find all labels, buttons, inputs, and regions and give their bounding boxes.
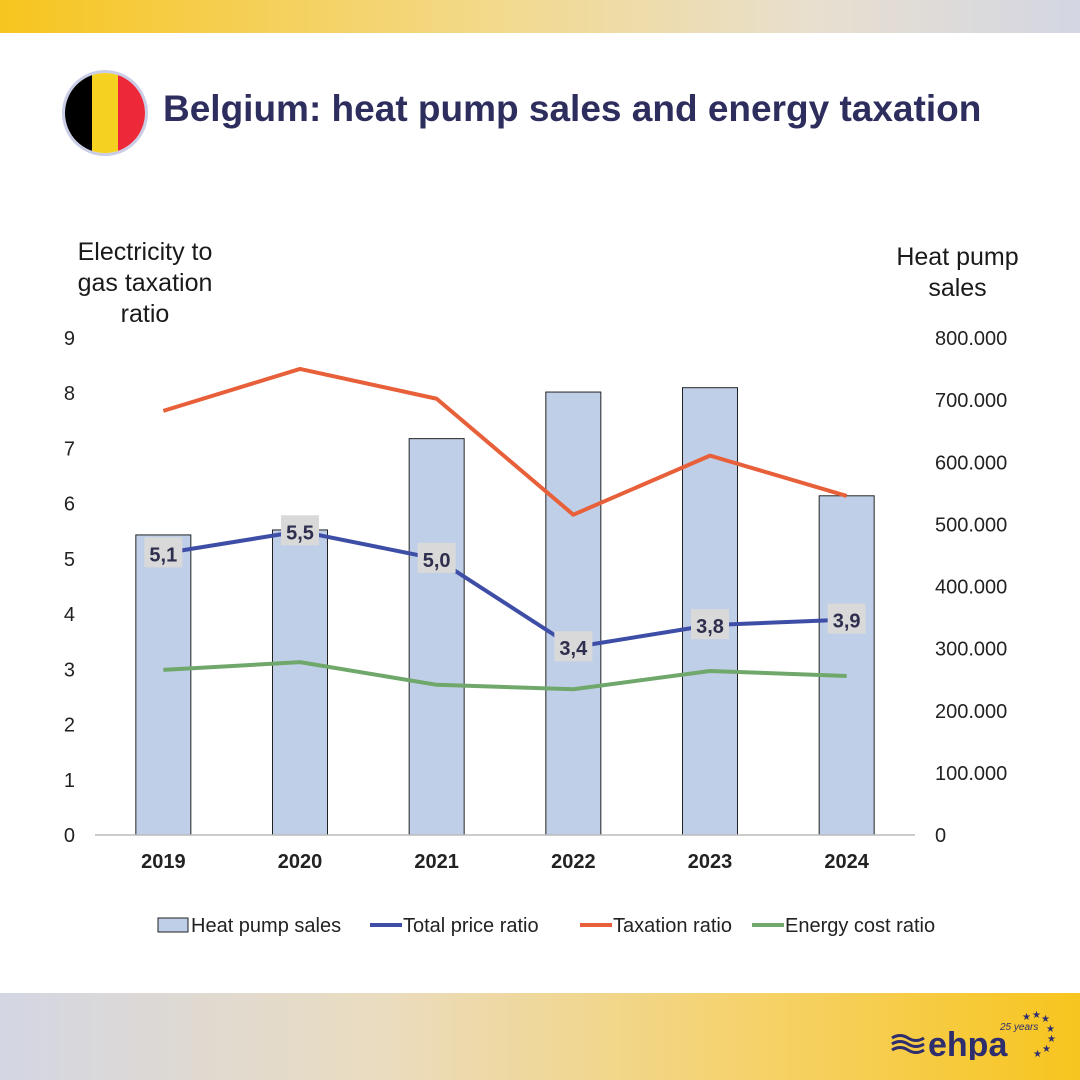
left-tick-label: 9 <box>64 328 75 350</box>
left-tick-label: 5 <box>64 549 75 571</box>
svg-text:★: ★ <box>1033 1049 1042 1060</box>
data-label-bg <box>144 537 183 568</box>
svg-text:★: ★ <box>1047 1034 1056 1045</box>
legend-swatch <box>157 917 189 933</box>
left-axis-title: Electricity to gas taxation ratio <box>77 238 213 328</box>
x-tick-label: 2024 <box>824 851 869 873</box>
x-tick-label: 2022 <box>551 851 596 873</box>
left-tick-label: 8 <box>64 383 75 405</box>
top-gradient-bar <box>0 0 1080 33</box>
bar-heat-pump-sales <box>272 529 328 836</box>
svg-text:★: ★ <box>1022 1012 1031 1023</box>
right-axis-title: Heat pump sales <box>896 243 1019 302</box>
data-label-total-price-ratio: 5,0 <box>423 550 451 572</box>
right-tick-label: 200.000 <box>935 701 1007 723</box>
data-label-total-price-ratio: 3,9 <box>833 611 861 633</box>
left-tick-label: 1 <box>64 770 75 792</box>
right-tick-label: 600.000 <box>935 452 1007 474</box>
legend-label: Total price ratio <box>403 915 539 937</box>
left-tick-label: 3 <box>64 659 75 681</box>
data-label-total-price-ratio: 5,5 <box>286 522 314 544</box>
line-total-price-ratio <box>163 529 847 650</box>
right-tick-label: 100.000 <box>935 763 1007 785</box>
ehpa-logo: ehpa 25 years ★ ★ ★ ★ ★ ★ ★ <box>890 1010 1060 1065</box>
legend-label: Heat pump sales <box>191 915 341 937</box>
line-taxation-ratio <box>162 366 848 517</box>
x-tick-label: 2023 <box>688 851 733 873</box>
svg-text:★: ★ <box>1032 1010 1041 1021</box>
svg-text:★: ★ <box>1041 1014 1050 1025</box>
right-tick-label: 500.000 <box>935 514 1007 536</box>
data-label-total-price-ratio: 3,4 <box>559 638 588 660</box>
svg-text:25 years: 25 years <box>999 1022 1038 1033</box>
right-tick-label: 400.000 <box>935 577 1007 599</box>
legend-label: Energy cost ratio <box>785 915 935 937</box>
data-label-bg <box>554 631 593 662</box>
left-tick-label: 0 <box>64 825 75 847</box>
right-tick-label: 0 <box>935 825 946 847</box>
data-label-total-price-ratio: 5,1 <box>149 544 177 566</box>
right-tick-label: 800.000 <box>935 328 1007 350</box>
left-tick-label: 2 <box>64 715 75 737</box>
data-label-bg <box>417 542 456 573</box>
line-energy-cost-ratio <box>163 660 847 692</box>
svg-text:★: ★ <box>1046 1024 1055 1035</box>
x-tick-label: 2019 <box>141 851 186 873</box>
bar-heat-pump-sales <box>135 534 192 836</box>
bar-heat-pump-sales <box>818 495 875 836</box>
legend-label: Taxation ratio <box>613 915 732 937</box>
right-tick-label: 700.000 <box>935 390 1007 412</box>
x-tick-label: 2020 <box>278 851 323 873</box>
data-label-total-price-ratio: 3,8 <box>696 616 724 638</box>
svg-text:ehpa: ehpa <box>928 1026 1008 1060</box>
svg-text:★: ★ <box>1042 1044 1051 1055</box>
data-label-bg <box>691 609 729 640</box>
bar-heat-pump-sales <box>408 438 465 836</box>
left-tick-label: 6 <box>64 494 75 516</box>
left-tick-label: 7 <box>64 438 75 460</box>
bar-heat-pump-sales <box>545 391 602 836</box>
x-tick-label: 2021 <box>414 851 459 873</box>
data-label-bg <box>827 603 866 634</box>
page-title: Belgium: heat pump sales and energy taxa… <box>163 88 982 129</box>
right-tick-label: 300.000 <box>935 639 1007 661</box>
data-label-bg <box>281 515 319 546</box>
left-tick-label: 4 <box>64 604 75 626</box>
